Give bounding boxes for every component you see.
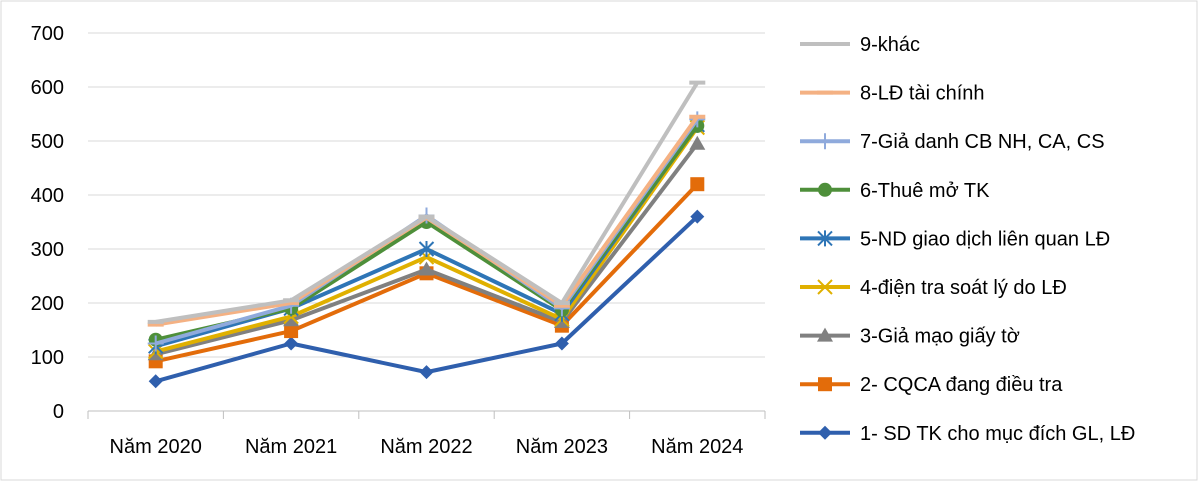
data-point <box>554 336 569 351</box>
legend-label: 6-Thuê mở TK <box>860 180 990 202</box>
y-tick-label: 400 <box>31 185 64 207</box>
legend-label: 8-LĐ tài chính <box>860 83 985 105</box>
data-point <box>690 209 705 224</box>
legend-item: 6-Thuê mở TK <box>800 180 990 202</box>
data-point <box>419 365 434 380</box>
legend-label: 7-Giả danh CB NH, CA, CS <box>860 131 1105 153</box>
legend-marker <box>818 182 832 197</box>
data-point <box>148 374 163 389</box>
data-point <box>284 324 299 339</box>
legend-marker <box>817 327 833 342</box>
x-tick-label: Năm 2022 <box>380 436 472 458</box>
series-line-group <box>147 135 706 361</box>
y-tick-label: 600 <box>31 77 64 99</box>
x-axis: Năm 2020 Năm 2021 Năm 2022 Năm 2023 Năm 2024 <box>87 410 766 458</box>
legend-label: 4-điện tra soát lý do LĐ <box>860 277 1067 299</box>
legend-marker <box>817 279 833 295</box>
data-point <box>418 261 435 276</box>
data-point <box>689 135 706 150</box>
legend-label: 9-khác <box>860 34 920 56</box>
data-point <box>690 177 705 192</box>
y-tick-label: 0 <box>53 401 64 423</box>
x-tick-label: Năm 2023 <box>516 436 608 458</box>
legend-label: 5-ND giao dịch liên quan LĐ <box>860 228 1110 250</box>
x-tick-label: Năm 2021 <box>245 436 337 458</box>
legend-marker <box>817 133 833 150</box>
legend-item: 5-ND giao dịch liên quan LĐ <box>800 228 1110 250</box>
x-tick-label: Năm 2020 <box>110 436 202 458</box>
legend-marker <box>818 377 832 392</box>
legend-item: 4-điện tra soát lý do LĐ <box>800 277 1067 299</box>
legend-marker <box>818 425 832 440</box>
series-line-group <box>148 209 705 389</box>
legend-item: 3-Giả mạo giấy tờ <box>800 326 1020 348</box>
x-tick-label: Năm 2024 <box>651 436 743 458</box>
data-point <box>418 241 435 257</box>
series-line-group <box>147 80 706 324</box>
legend-item: 8-LĐ tài chính <box>800 83 985 105</box>
legend-item: 2- CQCA đang điều tra <box>800 374 1063 396</box>
legend-label: 1- SD TK cho mục đích GL, LĐ <box>860 423 1135 445</box>
y-tick-label: 300 <box>31 239 64 261</box>
y-tick-label: 100 <box>31 347 64 369</box>
legend-item: 7-Giả danh CB NH, CA, CS <box>800 131 1105 153</box>
y-tick-label: 500 <box>31 131 64 153</box>
legend-label: 3-Giả mạo giấy tờ <box>860 326 1020 348</box>
gridlines <box>88 32 765 358</box>
data-point <box>284 336 299 351</box>
data-point <box>283 312 300 327</box>
legend-item: 9-khác <box>800 34 920 56</box>
y-tick-label: 700 <box>31 23 64 45</box>
y-tick-label: 200 <box>31 293 64 315</box>
legend: 9-khác 8-LĐ tài chính 7-Giả danh CB NH, CA… <box>800 34 1135 445</box>
legend-item: 1- SD TK cho mục đích GL, LĐ <box>800 423 1135 445</box>
data-point <box>147 335 164 352</box>
y-axis: 0 100 200 300 400 500 600 700 <box>31 23 64 423</box>
legend-label: 2- CQCA đang điều tra <box>860 374 1063 396</box>
series-group <box>147 80 706 389</box>
legend-marker <box>817 230 833 247</box>
